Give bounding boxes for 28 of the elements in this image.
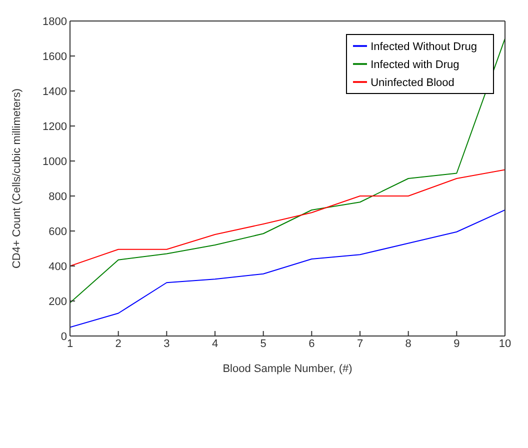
y-tick-label: 200 — [48, 296, 67, 308]
legend-label: Infected with Drug — [370, 59, 460, 71]
x-tick-label: 6 — [308, 338, 315, 350]
line-series — [70, 38, 505, 304]
y-tick-label: 1200 — [42, 120, 67, 133]
x-tick-label: 2 — [115, 338, 122, 350]
y-tick-label: 600 — [48, 226, 67, 238]
legend-label: Infected Without Drug — [370, 41, 477, 53]
y-tick-label: 1800 — [42, 16, 67, 28]
y-tick-label: 1000 — [42, 156, 67, 168]
x-tick-label: 4 — [212, 338, 218, 350]
line-series — [70, 169, 505, 266]
x-tick-label: 3 — [164, 338, 170, 350]
y-tick-label: 1400 — [42, 86, 67, 98]
line-series — [70, 210, 505, 328]
y-tick-label: 0 — [60, 330, 67, 343]
x-tick-label: 7 — [356, 338, 364, 350]
x-tick-label: 8 — [405, 338, 412, 350]
x-tick-label: 10 — [498, 338, 512, 350]
y-axis-title: CD4+ Count (Cells/cubic millimeters) — [10, 88, 23, 269]
y-tick-label: 800 — [48, 190, 67, 203]
x-axis-title: Blood Sample Number, (#) — [222, 363, 352, 375]
y-tick-label: 1600 — [42, 50, 67, 63]
x-tick-label: 1 — [66, 338, 74, 350]
x-tick-label: 5 — [260, 338, 266, 350]
legend-label: Uninfected Blood — [370, 77, 454, 89]
y-tick-label: 400 — [48, 260, 67, 273]
x-tick-label: 9 — [454, 338, 460, 350]
